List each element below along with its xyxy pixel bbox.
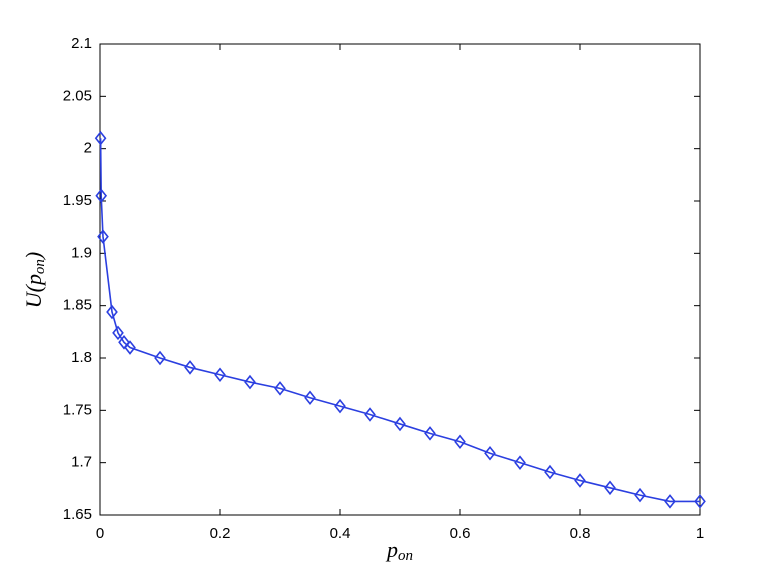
y-tick-label: 2 <box>84 140 92 157</box>
y-tick-label: 2.1 <box>71 35 92 52</box>
marker <box>274 381 286 396</box>
y-tick-label: 2.05 <box>63 87 92 104</box>
marker <box>694 494 706 509</box>
marker <box>634 487 646 503</box>
y-label-prefix: U( <box>21 283 46 308</box>
x-tick-label: 0 <box>96 525 104 542</box>
marker <box>574 473 586 488</box>
y-tick-label: 1.85 <box>63 297 92 314</box>
data-line <box>99 138 700 503</box>
y-tick-label: 1.9 <box>71 244 92 261</box>
marker <box>544 464 556 480</box>
y-axis-label: U(pon) <box>21 252 48 309</box>
y-label-base: p <box>21 274 46 287</box>
y-tick-label: 1.75 <box>63 401 92 418</box>
marker <box>664 494 676 509</box>
x-tick-label: 0.8 <box>570 525 591 542</box>
plot-frame <box>99 43 701 516</box>
marker <box>424 426 436 441</box>
y-tick-label: 1.7 <box>71 454 92 471</box>
x-axis-label: pon <box>385 537 413 564</box>
marker <box>124 340 136 355</box>
marker <box>364 407 376 422</box>
x-tick-label: 0.4 <box>330 525 351 542</box>
marker <box>94 130 107 146</box>
marker <box>95 188 108 204</box>
y-label-sub: on <box>32 259 48 274</box>
y-tick-label: 1.95 <box>63 192 92 209</box>
x-label-sub: on <box>398 548 413 564</box>
marker <box>154 350 166 366</box>
marker <box>118 335 130 350</box>
y-tick-label: 1.65 <box>63 506 92 523</box>
marker <box>304 390 316 406</box>
marker <box>484 445 496 461</box>
y-tick-label: 1.8 <box>71 349 92 366</box>
y-label-suffix: ) <box>21 252 46 261</box>
x-tick-label: 1 <box>696 525 704 542</box>
marker <box>394 416 406 432</box>
marker <box>604 480 616 496</box>
marker <box>184 360 196 375</box>
marker <box>214 367 226 383</box>
x-tick-label: 0.2 <box>210 525 231 542</box>
marker <box>454 434 466 450</box>
marker <box>106 304 118 320</box>
marker <box>334 398 346 414</box>
marker <box>244 374 256 390</box>
marker <box>112 325 124 341</box>
x-label-base: p <box>385 537 398 562</box>
x-tick-label: 0.6 <box>450 525 471 542</box>
marker <box>514 455 526 470</box>
marker <box>97 229 109 244</box>
